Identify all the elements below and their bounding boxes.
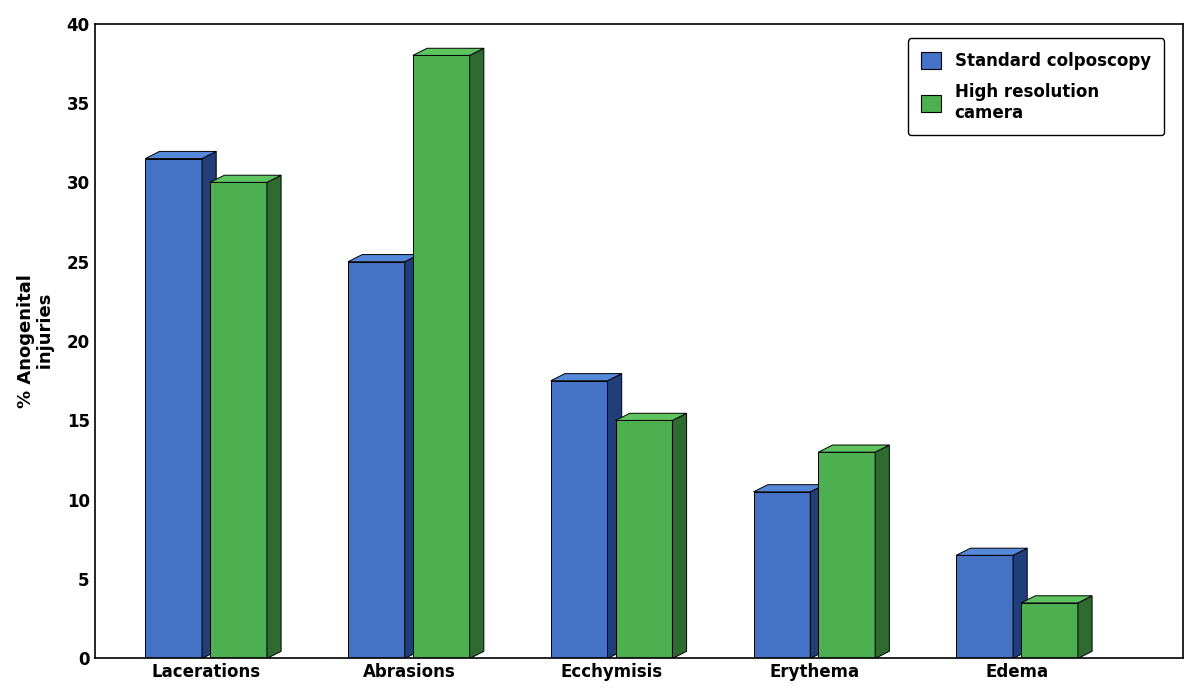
Polygon shape xyxy=(413,48,484,55)
Polygon shape xyxy=(818,445,889,452)
Polygon shape xyxy=(404,255,419,658)
Bar xyxy=(348,262,404,658)
Bar xyxy=(616,420,672,658)
Legend: Standard colposcopy, High resolution
camera: Standard colposcopy, High resolution cam… xyxy=(908,38,1164,135)
Bar xyxy=(145,158,202,658)
Polygon shape xyxy=(145,151,216,158)
Y-axis label: % Anogenital
   injuries: % Anogenital injuries xyxy=(17,274,55,408)
Bar xyxy=(551,380,607,658)
Polygon shape xyxy=(607,373,622,658)
Polygon shape xyxy=(551,373,622,380)
Polygon shape xyxy=(754,484,824,492)
Polygon shape xyxy=(469,48,484,658)
Polygon shape xyxy=(202,151,216,658)
Bar xyxy=(210,182,266,658)
Polygon shape xyxy=(956,548,1027,556)
Polygon shape xyxy=(810,484,824,658)
Polygon shape xyxy=(616,413,686,420)
Polygon shape xyxy=(672,413,686,658)
Bar xyxy=(754,492,810,658)
Polygon shape xyxy=(1078,596,1092,658)
Bar xyxy=(104,658,1194,667)
Polygon shape xyxy=(210,175,281,182)
Bar xyxy=(1021,603,1078,658)
Polygon shape xyxy=(348,255,419,262)
Polygon shape xyxy=(875,445,889,658)
Bar xyxy=(818,452,875,658)
Bar xyxy=(413,55,469,658)
Polygon shape xyxy=(1021,596,1092,603)
Bar xyxy=(956,556,1013,658)
Polygon shape xyxy=(1013,548,1027,658)
Polygon shape xyxy=(266,175,281,658)
